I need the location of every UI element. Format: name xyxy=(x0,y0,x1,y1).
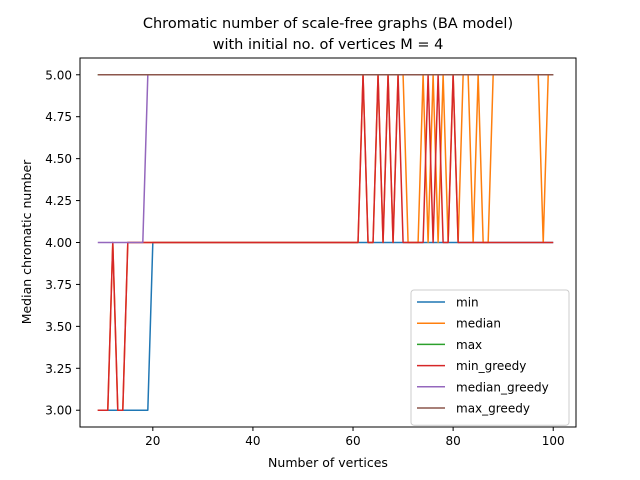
legend-label-min-greedy: min_greedy xyxy=(456,359,526,373)
legend-label-median-greedy: median_greedy xyxy=(456,380,549,394)
y-tick-label: 3.25 xyxy=(45,362,72,376)
x-tick-label: 20 xyxy=(145,434,160,448)
y-tick-label: 4.25 xyxy=(45,194,72,208)
legend-label-median: median xyxy=(456,317,501,331)
y-tick-label: 4.75 xyxy=(45,110,72,124)
y-axis-label: Median chromatic number xyxy=(19,159,34,324)
legend-label-max-greedy: max_greedy xyxy=(456,402,530,416)
y-tick-label: 5.00 xyxy=(45,68,72,82)
chart-title-line2: with initial no. of vertices M = 4 xyxy=(213,37,444,53)
x-tick-label: 100 xyxy=(542,434,565,448)
x-axis-label: Number of vertices xyxy=(268,455,388,470)
legend-label-min: min xyxy=(456,296,479,310)
x-tick-label: 40 xyxy=(245,434,260,448)
chart-title-line1: Chromatic number of scale-free graphs (B… xyxy=(143,16,513,32)
y-tick-label: 3.50 xyxy=(45,320,72,334)
legend-box xyxy=(410,289,570,426)
y-tick-label: 4.00 xyxy=(45,236,72,250)
x-axis-ticks: 20 40 60 80 100 xyxy=(145,427,565,448)
y-axis-ticks: 3.00 3.25 3.50 3.75 4.00 4.25 4.50 4.75 5.00 xyxy=(45,68,80,418)
legend-label-max: max xyxy=(456,338,482,352)
y-tick-label: 3.00 xyxy=(45,404,72,418)
series-line-min-greedy xyxy=(97,74,554,411)
y-tick-label: 4.50 xyxy=(45,152,72,166)
legend: min median max min_greedy median_greedy max_g… xyxy=(410,289,570,426)
y-tick-label: 3.75 xyxy=(45,278,72,292)
x-tick-label: 60 xyxy=(345,434,360,448)
plot-series-group xyxy=(97,74,554,411)
x-tick-label: 80 xyxy=(445,434,460,448)
